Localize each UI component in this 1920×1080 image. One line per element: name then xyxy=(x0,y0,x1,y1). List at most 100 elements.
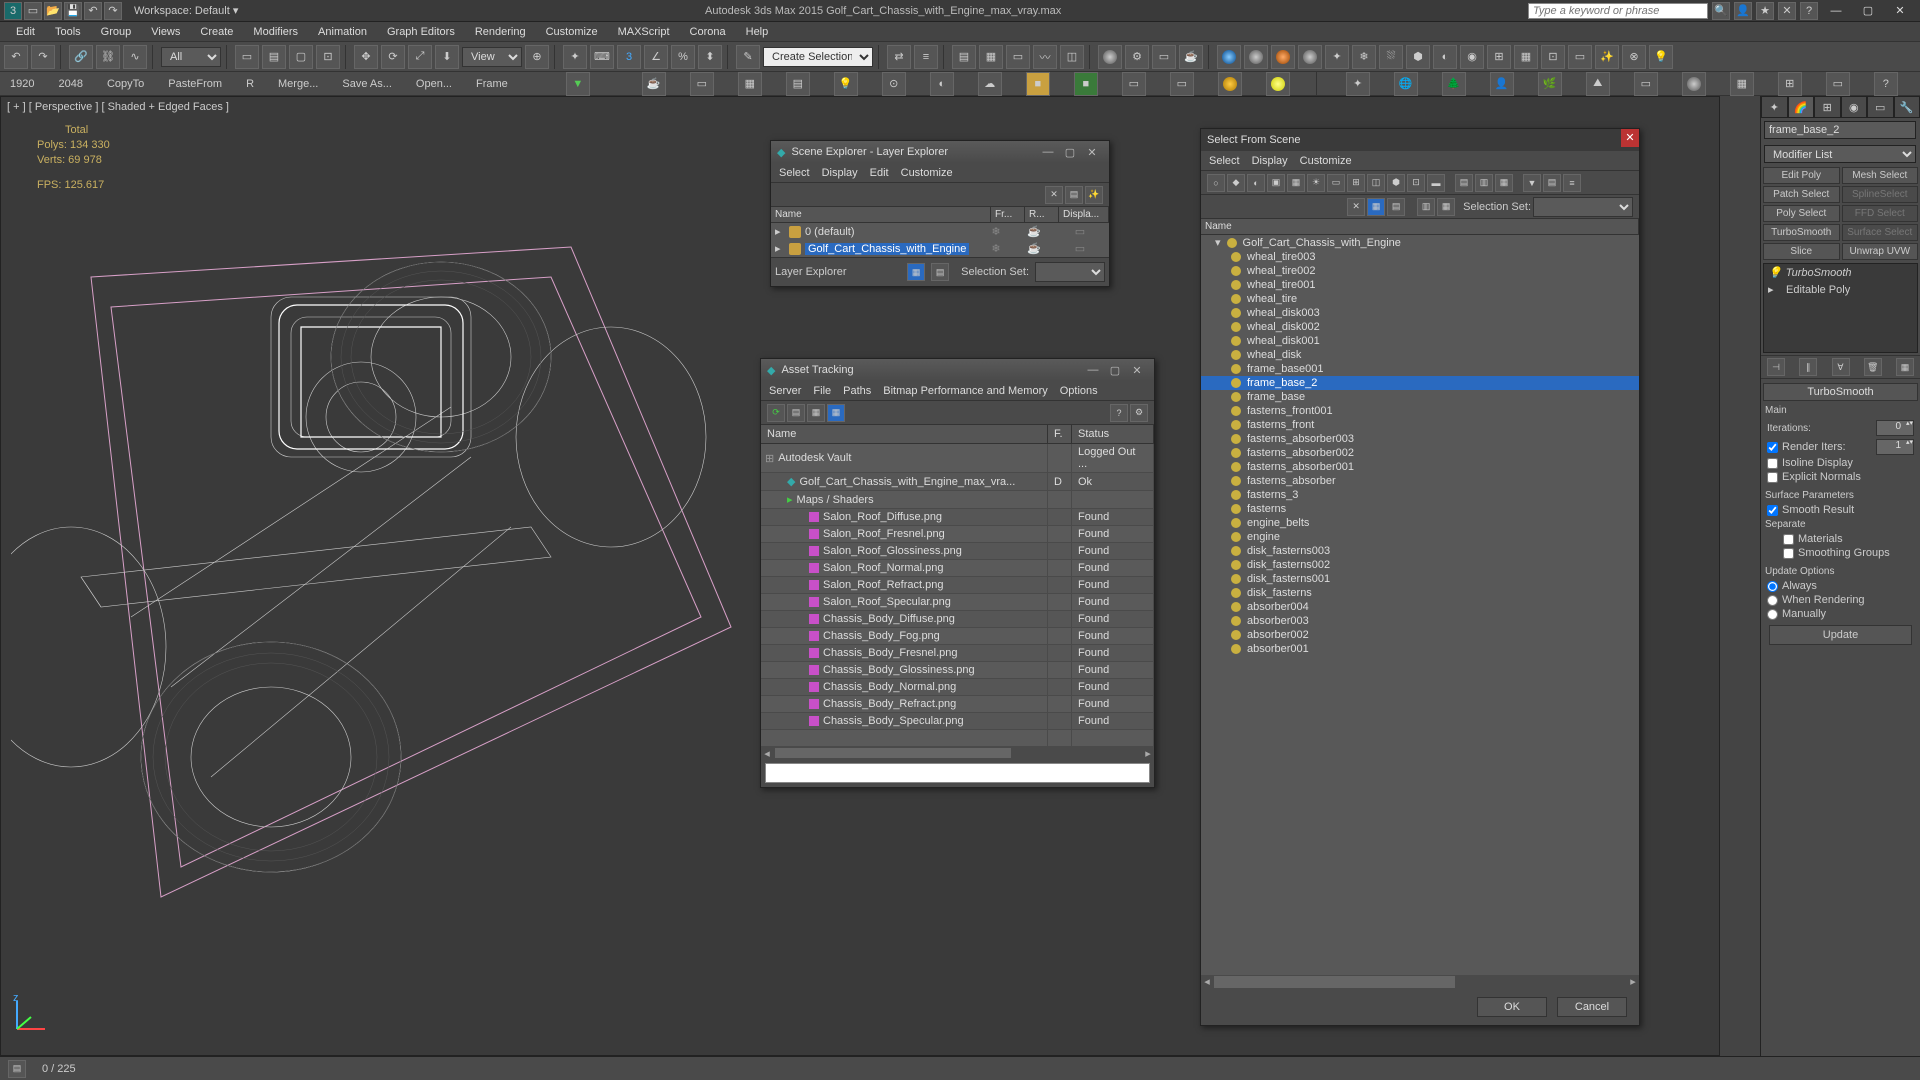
tb2-m4-icon[interactable]: 👤 xyxy=(1490,72,1514,96)
minimize-icon[interactable]: — xyxy=(1082,364,1104,376)
light-10-icon[interactable]: ◉ xyxy=(1460,45,1484,69)
menu-corona[interactable]: Corona xyxy=(680,24,736,40)
smoothing-groups-checkbox[interactable] xyxy=(1783,548,1794,559)
sfs-f8-icon[interactable]: ⊞ xyxy=(1347,174,1365,192)
light-1-icon[interactable] xyxy=(1217,45,1241,69)
menu-animation[interactable]: Animation xyxy=(308,24,377,40)
mod-btn-patch-select[interactable]: Patch Select xyxy=(1763,186,1840,203)
align-icon[interactable]: ≡ xyxy=(914,45,938,69)
modifier-list-dropdown[interactable]: Modifier List xyxy=(1764,145,1916,163)
sfs-filter-icon[interactable]: ▼ xyxy=(1523,174,1541,192)
tb2-1920[interactable]: 1920 xyxy=(10,78,34,90)
at-menu-bitmap-performance-and-memory[interactable]: Bitmap Performance and Memory xyxy=(883,385,1047,397)
at-settings-icon[interactable]: ⚙ xyxy=(1130,404,1148,422)
asset-row[interactable]: Chassis_Body_Normal.pngFound xyxy=(761,679,1154,696)
scene-item[interactable]: wheal_disk002 xyxy=(1201,320,1639,334)
workspace-selector[interactable]: Workspace: Default ▾ xyxy=(134,4,238,17)
light-8-icon[interactable]: ⬢ xyxy=(1406,45,1430,69)
sfs-f5-icon[interactable]: ▦ xyxy=(1287,174,1305,192)
asset-row[interactable]: Salon_Roof_Specular.pngFound xyxy=(761,594,1154,611)
se-menu-display[interactable]: Display xyxy=(822,167,858,179)
scene-item[interactable]: fasterns xyxy=(1201,502,1639,516)
tb2-b-icon[interactable]: ▭ xyxy=(690,72,714,96)
show-end-result-icon[interactable]: ∥ xyxy=(1799,358,1817,376)
open-icon[interactable]: 📂 xyxy=(44,2,62,20)
sfs-t1-icon[interactable]: ✕ xyxy=(1347,198,1365,216)
menu-help[interactable]: Help xyxy=(736,24,779,40)
favorites-icon[interactable]: ★ xyxy=(1756,2,1774,20)
scene-item[interactable]: frame_base_2 xyxy=(1201,376,1639,390)
mod-btn-surface-select[interactable]: Surface Select xyxy=(1842,224,1919,241)
sfs-f10-icon[interactable]: ⬢ xyxy=(1387,174,1405,192)
tb2-g-icon[interactable]: ☁ xyxy=(978,72,1002,96)
close-icon[interactable]: ✕ xyxy=(1081,146,1103,159)
sfs-t3-icon[interactable]: ▤ xyxy=(1387,198,1405,216)
scene-item[interactable]: fasterns_absorber xyxy=(1201,474,1639,488)
asset-row[interactable]: ▸ Maps / Shaders xyxy=(761,491,1154,509)
sfs-t5-icon[interactable]: ▦ xyxy=(1437,198,1455,216)
menu-customize[interactable]: Customize xyxy=(536,24,608,40)
update-button[interactable]: Update xyxy=(1769,625,1912,645)
tb2-m7-icon[interactable]: ▭ xyxy=(1634,72,1658,96)
light-4-icon[interactable] xyxy=(1298,45,1322,69)
select-name-icon[interactable]: ▤ xyxy=(262,45,286,69)
minimize-icon[interactable]: — xyxy=(1822,2,1850,20)
scene-explorer-icon[interactable]: ▦ xyxy=(979,45,1003,69)
link-icon[interactable]: 🔗 xyxy=(69,45,93,69)
maximize-icon[interactable]: ▢ xyxy=(1854,2,1882,20)
sfs-menu-select[interactable]: Select xyxy=(1209,155,1240,167)
tb2-arrow-icon[interactable]: ▼ xyxy=(566,72,590,96)
teapot-icon[interactable]: ☕ xyxy=(642,72,666,96)
close-icon[interactable]: ✕ xyxy=(1621,129,1639,147)
scene-item[interactable]: wheal_tire001 xyxy=(1201,278,1639,292)
when-rendering-radio[interactable] xyxy=(1767,595,1778,606)
scale-icon[interactable]: ⤢ xyxy=(408,45,432,69)
scene-item[interactable]: absorber002 xyxy=(1201,628,1639,642)
at-help-icon[interactable]: ? xyxy=(1110,404,1128,422)
scene-item[interactable]: ▾ Golf_Cart_Chassis_with_Engine xyxy=(1201,235,1639,250)
display-icon[interactable]: ▭ xyxy=(1055,225,1105,238)
mod-btn-slice[interactable]: Slice xyxy=(1763,243,1840,260)
ok-button[interactable]: OK xyxy=(1477,997,1547,1017)
sfs-f16-icon[interactable]: ▤ xyxy=(1543,174,1561,192)
rect-select-icon[interactable]: ▢ xyxy=(289,45,313,69)
sfs-f17-icon[interactable]: ≡ xyxy=(1563,174,1581,192)
mod-btn-mesh-select[interactable]: Mesh Select xyxy=(1842,167,1919,184)
asset-row[interactable]: Chassis_Body_Fresnel.pngFound xyxy=(761,645,1154,662)
stack-item[interactable]: 💡TurboSmooth xyxy=(1764,264,1917,281)
render-icon[interactable]: ☕ xyxy=(1179,45,1203,69)
sfs-col-name[interactable]: Name xyxy=(1201,219,1639,234)
display-icon[interactable]: ▭ xyxy=(1055,242,1105,255)
save-icon[interactable]: 💾 xyxy=(64,2,82,20)
rotate-icon[interactable]: ⟳ xyxy=(381,45,405,69)
light-12-icon[interactable]: ▦ xyxy=(1514,45,1538,69)
percent-snap-icon[interactable]: % xyxy=(671,45,695,69)
angle-snap-icon[interactable]: ∠ xyxy=(644,45,668,69)
se-menu-edit[interactable]: Edit xyxy=(870,167,889,179)
tb2-m1-icon[interactable]: ✦ xyxy=(1346,72,1370,96)
maxscript-listener-icon[interactable]: ▤ xyxy=(8,1060,26,1078)
move-icon[interactable]: ✥ xyxy=(354,45,378,69)
close-icon[interactable]: ✕ xyxy=(1886,2,1914,20)
named-selection-set[interactable]: Create Selection Se xyxy=(763,47,873,67)
at-menu-options[interactable]: Options xyxy=(1060,385,1098,397)
tb2-i-icon[interactable]: ■ xyxy=(1074,72,1098,96)
light-6-icon[interactable]: ❄ xyxy=(1352,45,1376,69)
at-col-name[interactable]: Name xyxy=(761,425,1048,443)
tb2-r[interactable]: R xyxy=(246,78,254,90)
layers-icon[interactable]: ▤ xyxy=(952,45,976,69)
tb2-copyto[interactable]: CopyTo xyxy=(107,78,144,90)
light-2-icon[interactable] xyxy=(1244,45,1268,69)
unlink-icon[interactable]: ⛓ xyxy=(96,45,120,69)
mirror-icon[interactable]: ⇄ xyxy=(887,45,911,69)
tb2-d-icon[interactable]: ▤ xyxy=(786,72,810,96)
at-tool-4-icon[interactable]: ▦ xyxy=(827,404,845,422)
sfs-f1-icon[interactable]: ○ xyxy=(1207,174,1225,192)
tb2-m5-icon[interactable]: 🌿 xyxy=(1538,72,1562,96)
asset-row[interactable]: Chassis_Body_Specular.pngFound xyxy=(761,713,1154,730)
ribbon-icon[interactable]: ▭ xyxy=(1006,45,1030,69)
sfs-f4-icon[interactable]: ▣ xyxy=(1267,174,1285,192)
curve-editor-icon[interactable]: 〰 xyxy=(1033,45,1057,69)
minimize-icon[interactable]: — xyxy=(1037,146,1059,158)
redo-icon[interactable]: ↷ xyxy=(104,2,122,20)
